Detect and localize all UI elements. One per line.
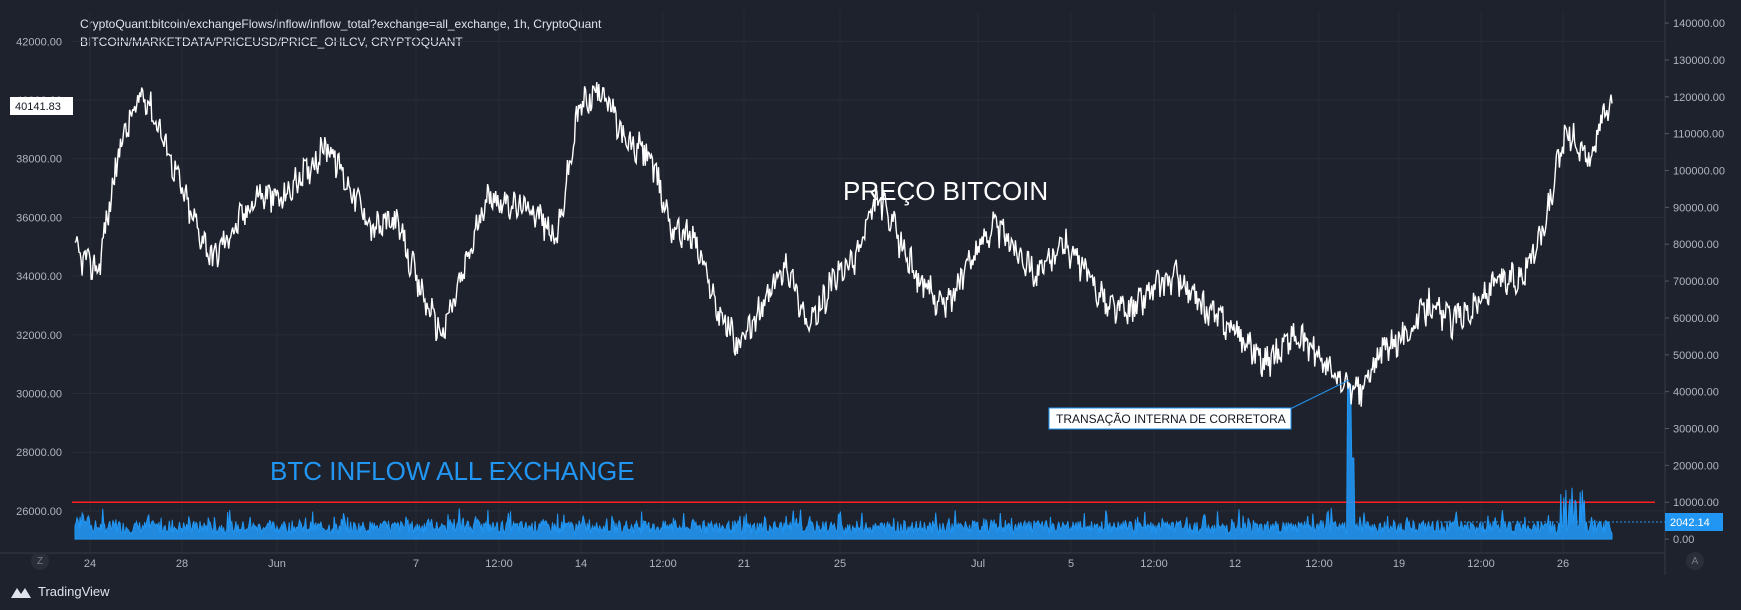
inflow-annotation: BTC INFLOW ALL EXCHANGE <box>270 456 635 486</box>
x-tick-label: 19 <box>1393 558 1405 570</box>
callout-pointer <box>1287 379 1350 411</box>
left-tick-label: 36000.00 <box>16 212 62 224</box>
left-tick-label: 34000.00 <box>16 271 62 283</box>
x-tick-label: 7 <box>413 558 419 570</box>
right-tick-label: 110000.00 <box>1673 129 1724 141</box>
right-tick-label: 10000.00 <box>1673 497 1719 509</box>
x-tick-label: 12:00 <box>1140 558 1168 570</box>
right-tick-label: 100000.00 <box>1673 165 1725 177</box>
right-tick-label: 30000.00 <box>1673 424 1719 436</box>
right-tick-label: 60000.00 <box>1673 313 1719 325</box>
right-tick-label: 0.00 <box>1673 534 1694 546</box>
callout-box <box>1048 407 1292 430</box>
right-tick-label: 40000.00 <box>1673 387 1719 399</box>
left-tick-label: 26000.00 <box>16 506 62 518</box>
price-last-tag: 40141.83 <box>10 97 73 115</box>
inflow-last-value: 2042.14 <box>1670 517 1710 529</box>
x-tick-label: 25 <box>834 558 846 570</box>
x-tick-label: 26 <box>1557 558 1569 570</box>
x-tick-label: 21 <box>738 558 750 570</box>
right-tick-label: 130000.00 <box>1673 55 1725 67</box>
x-tick-label: 28 <box>176 558 188 570</box>
x-tick-label: 12:00 <box>649 558 677 570</box>
price-annotation: PREÇO BITCOIN <box>843 176 1048 206</box>
x-tick-label: 12:00 <box>1467 558 1495 570</box>
x-tick-label: Jun <box>268 558 286 570</box>
a-button[interactable]: A <box>1686 552 1704 570</box>
chart-header-inflow-series: CryptoQuant:bitcoin/exchangeFlows/inflow… <box>80 17 602 31</box>
right-axis: 140000.00 130000.00 120000.00 110000.00 1000… <box>1665 18 1725 546</box>
time-axis: 24 28 Jun 7 12:00 14 12:00 21 25 Jul 5 12:00 12 12:00… <box>84 558 1569 570</box>
chart-header-price-series: BITCOIN/MARKETDATA/PRICEUSD/PRICE_OHLCV,… <box>80 35 463 49</box>
x-tick-label: 14 <box>575 558 587 570</box>
brand-name: TradingView <box>38 584 110 599</box>
tradingview-logo-icon <box>11 587 31 598</box>
callout-text: TRANSAÇÃO INTERNA DE CORRETORA <box>1056 412 1286 426</box>
right-tick-label: 50000.00 <box>1673 350 1719 362</box>
x-tick-label: 12:00 <box>1305 558 1333 570</box>
price-last-value: 40141.83 <box>15 101 61 113</box>
right-tick-label: 80000.00 <box>1673 239 1719 251</box>
right-tick-label: 70000.00 <box>1673 276 1719 288</box>
inflow-series-area <box>74 383 1613 540</box>
left-tick-label: 28000.00 <box>16 447 62 459</box>
right-tick-label: 140000.00 <box>1673 18 1725 30</box>
right-tick-label: 90000.00 <box>1673 202 1719 214</box>
x-tick-label: 12 <box>1229 558 1241 570</box>
x-tick-label: 5 <box>1068 558 1074 570</box>
right-tick-label: 120000.00 <box>1673 92 1725 104</box>
chart-grid <box>72 12 1665 553</box>
z-button[interactable]: Z <box>31 552 49 570</box>
x-tick-label: 12:00 <box>485 558 513 570</box>
tradingview-brand[interactable]: TradingView <box>10 584 110 599</box>
left-tick-label: 32000.00 <box>16 330 62 342</box>
price-series-line <box>74 82 1613 407</box>
right-tick-label: 20000.00 <box>1673 460 1719 472</box>
left-tick-label: 42000.00 <box>16 36 62 48</box>
x-tick-label: 24 <box>84 558 96 570</box>
left-tick-label: 38000.00 <box>16 154 62 166</box>
inflow-last-tag: 2042.14 <box>1665 513 1723 531</box>
x-tick-label: Jul <box>971 558 985 570</box>
left-tick-label: 30000.00 <box>16 389 62 401</box>
